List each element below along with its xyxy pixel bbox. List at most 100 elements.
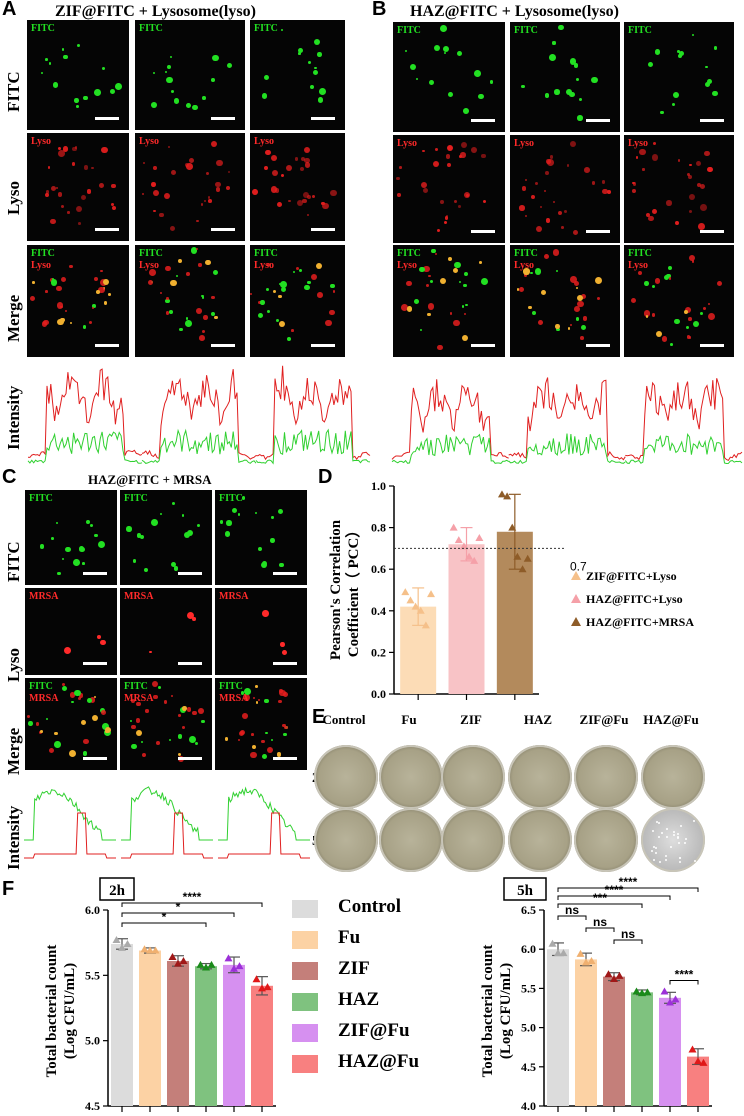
cell-dot (151, 519, 159, 527)
cell-dot (72, 146, 77, 152)
significance-label: **** (675, 968, 694, 982)
cell-dot (540, 289, 547, 295)
cell-dot (48, 62, 52, 65)
microscopy-tile: Lyso (27, 133, 129, 241)
cell-dot (532, 310, 536, 315)
panel-label-c: C (2, 466, 17, 488)
bar (575, 959, 597, 1106)
row-label-merge-c: Merge (4, 727, 23, 775)
cell-dot (93, 696, 96, 699)
intensity-line-green (218, 786, 310, 841)
cell-dot (297, 47, 303, 54)
cell-dot (668, 277, 672, 280)
cell-dot (108, 293, 112, 296)
cell-dot (419, 267, 425, 273)
cell-dot (699, 204, 707, 211)
cell-dot (61, 557, 64, 560)
cell-dot (198, 708, 204, 714)
cell-dot (291, 329, 294, 332)
cell-dot (440, 200, 445, 204)
cell-dot (93, 276, 99, 282)
cell-dot (111, 183, 116, 188)
cell-dot (307, 280, 311, 285)
tile-label: FITC Lyso (628, 248, 652, 272)
cell-dot (704, 81, 711, 88)
cell-dot (434, 45, 441, 52)
cell-dot (531, 195, 535, 200)
cell-dot (422, 265, 430, 273)
cell-dot (73, 559, 81, 567)
data-point (503, 492, 512, 500)
cell-dot (464, 271, 469, 276)
cell-dot (69, 321, 73, 324)
petri-dish (441, 808, 505, 872)
legend-swatch (292, 1024, 318, 1042)
cell-dot (83, 165, 89, 170)
data-point (548, 939, 557, 947)
cell-dot (44, 58, 48, 62)
cell-dot (225, 185, 231, 191)
cell-dot (570, 276, 577, 283)
cell-dot (489, 80, 494, 84)
cell-dot (182, 726, 185, 730)
cell-dot (304, 285, 310, 291)
cell-dot (282, 723, 286, 728)
y-tick-label: 0.6 (371, 562, 386, 576)
cell-dot (404, 49, 407, 52)
data-point (497, 490, 506, 498)
microscopy-tile: FITC (215, 490, 307, 585)
cell-dot (165, 265, 171, 272)
cell-dot (201, 296, 205, 300)
y-tick-label: 0.4 (371, 604, 386, 618)
petri-dish (379, 745, 443, 809)
cell-dot (159, 213, 164, 218)
microscopy-tile: MRSA (25, 588, 117, 675)
cell-dot (573, 229, 579, 235)
cell-dot (401, 304, 409, 311)
cell-dot (78, 696, 82, 701)
legend-label: HAZ (338, 989, 380, 1010)
cell-dot (60, 317, 65, 323)
significance-bracket (557, 895, 671, 900)
cell-dot (563, 210, 567, 214)
data-point (604, 970, 613, 978)
cell-dot (574, 281, 580, 287)
tile-label: FITC Lyso (139, 248, 163, 272)
cell-dot (707, 302, 711, 306)
cell-dot (691, 260, 695, 263)
tile-label-text: FITC (124, 681, 148, 692)
petri-dish (314, 808, 378, 872)
cell-dot (414, 299, 420, 305)
cell-dot (194, 741, 198, 745)
cell-dot (215, 181, 221, 188)
cell-dot (396, 176, 400, 181)
cell-dot (143, 567, 149, 573)
cell-dot (89, 697, 96, 704)
cell-dot (325, 319, 332, 327)
cell-dot (405, 280, 412, 287)
cell-dot (101, 146, 108, 154)
scale-bar (95, 344, 119, 347)
cell-dot (545, 171, 549, 175)
cell-dot (570, 140, 577, 147)
microscopy-tile: FITC MRSA (120, 678, 212, 770)
cell-dot (523, 273, 528, 277)
cell-dot (72, 162, 76, 166)
colony (694, 859, 697, 862)
cell-dot (185, 317, 189, 321)
tile-label-text: Lyso (31, 136, 52, 147)
cell-dot (132, 559, 136, 563)
cell-dot (637, 270, 642, 275)
scale-bar (95, 228, 119, 231)
tile-label-text: MRSA (219, 693, 249, 704)
cell-dot (464, 191, 471, 199)
cell-dot (82, 562, 85, 566)
cell-dot (44, 193, 49, 198)
cell-dot (644, 281, 649, 287)
cell-dot (279, 562, 284, 568)
cell-dot (170, 89, 174, 94)
cell-dot (447, 256, 453, 262)
cell-dot (580, 325, 586, 330)
cell-dot (447, 92, 453, 98)
cell-dot (278, 508, 284, 514)
